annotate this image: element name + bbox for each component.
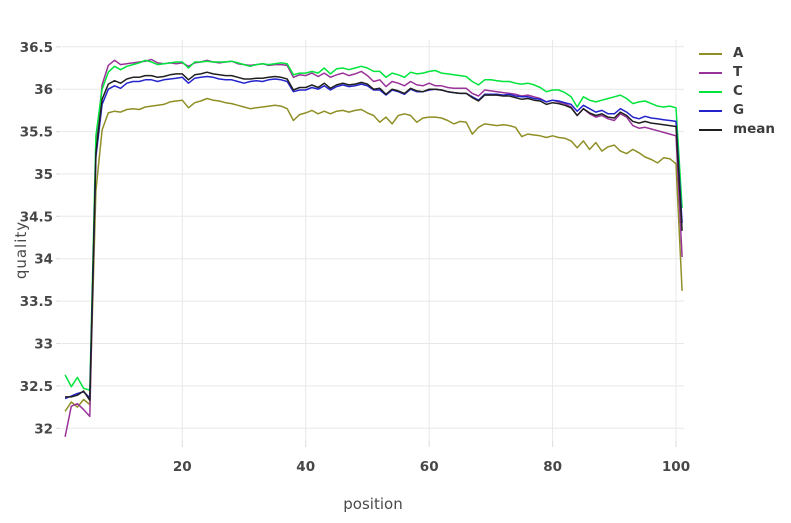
y-tick-label: 34 [34,252,53,268]
series-lines [64,58,683,437]
y-tick-label: 36 [34,82,53,98]
legend-item-t[interactable]: T [699,63,775,82]
legend-label-g: G [733,102,745,118]
gridlines [62,40,684,441]
y-tick-label: 33 [34,337,53,353]
legend-swatch-t [699,71,722,74]
x-axis-title: position [343,495,403,513]
legend-label-a: A [733,45,744,61]
legend-swatch-c [699,90,722,93]
legend-item-c[interactable]: C [699,82,775,101]
y-tick-label: 32 [34,421,53,437]
series-line-a[interactable] [64,97,683,412]
axis-tick-marks [56,46,677,447]
y-tick-label: 33.5 [20,294,53,310]
y-axis-title: quality [12,220,30,280]
y-tick-label: 32.5 [20,379,53,395]
legend-swatch-a [699,52,722,55]
series-line-g[interactable] [64,75,683,400]
legend-label-t: T [733,64,743,80]
legend-label-c: C [733,83,743,99]
axis-tick-labels: 32 32.5 33 33.5 34 34.5 35 35.5 36 36.5 20 40 60 80 10… [20,40,690,475]
y-tick-label: 35.5 [20,125,53,141]
x-tick-label: 20 [173,459,192,475]
y-tick-label: 35 [34,167,53,183]
legend-label-mean: mean [733,121,775,137]
x-tick-label: 100 [662,459,690,475]
series-line-mean[interactable] [65,71,683,402]
legend-swatch-mean [699,128,722,131]
legend-item-g[interactable]: G [699,101,775,120]
y-tick-label: 34.5 [20,209,53,225]
x-tick-label: 40 [296,459,315,475]
legend-swatch-g [699,109,722,112]
legend: A T C G mean [699,44,775,139]
legend-item-a[interactable]: A [699,44,775,63]
series-line-c[interactable] [64,59,683,391]
x-tick-label: 60 [420,459,439,475]
legend-item-mean[interactable]: mean [699,120,775,139]
x-tick-label: 80 [543,459,562,475]
y-tick-label: 36.5 [20,40,53,56]
